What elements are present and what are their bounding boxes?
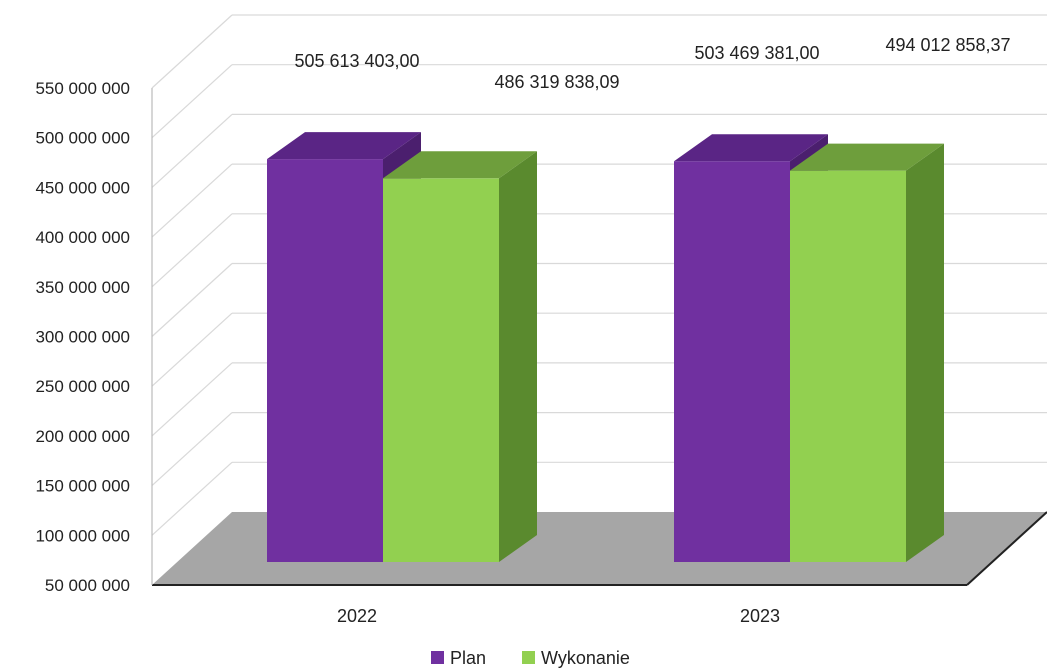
legend-swatch-wykonanie xyxy=(522,651,535,664)
legend: Plan Wykonanie xyxy=(431,648,630,668)
gridline-side xyxy=(151,362,233,437)
x-tick-label-2023: 2023 xyxy=(740,606,780,626)
bar-side-wykonanie-2022 xyxy=(499,151,537,562)
bar-top-plan-2022 xyxy=(267,132,421,160)
x-axis-categories: 2022 2023 xyxy=(337,606,780,626)
y-tick-label: 350 000 000 xyxy=(35,278,130,297)
gridline-side xyxy=(151,213,233,288)
y-tick-label: 400 000 000 xyxy=(35,228,130,247)
floor-right-edge xyxy=(966,511,1047,586)
bar-side-wykonanie-2023 xyxy=(906,143,944,562)
y-tick-label: 50 000 000 xyxy=(45,576,130,595)
bar-wykonanie-2022 xyxy=(383,178,499,562)
bar-plan-2023 xyxy=(674,161,790,562)
bar-top-wykonanie-2023 xyxy=(790,143,944,171)
data-label-wykonanie-2023: 494 012 858,37 xyxy=(885,35,1010,55)
bar-wykonanie-2023 xyxy=(790,170,906,562)
y-tick-label: 550 000 000 xyxy=(35,79,130,98)
gridline-side xyxy=(151,263,233,337)
legend-swatch-plan xyxy=(431,651,444,664)
gridline-side xyxy=(151,64,233,139)
data-label-plan-2023: 503 469 381,00 xyxy=(694,43,819,63)
y-tick-label: 150 000 000 xyxy=(35,477,130,496)
y-axis: 50 000 000 100 000 000 150 000 000 200 000 … xyxy=(35,79,153,595)
y-tick-label: 500 000 000 xyxy=(35,129,130,148)
gridline-side xyxy=(151,113,233,188)
gridline-side xyxy=(151,412,233,487)
x-tick-label-2022: 2022 xyxy=(337,606,377,626)
data-label-plan-2022: 505 613 403,00 xyxy=(294,51,419,71)
legend-label-wykonanie: Wykonanie xyxy=(541,648,630,668)
y-tick-label: 100 000 000 xyxy=(35,526,130,545)
legend-label-plan: Plan xyxy=(450,648,486,668)
data-labels: 505 613 403,00 486 319 838,09 503 469 381,… xyxy=(294,35,1010,92)
data-label-wykonanie-2022: 486 319 838,09 xyxy=(494,72,619,92)
bar-plan-2022 xyxy=(267,159,383,562)
gridline-side xyxy=(151,14,233,89)
y-tick-label: 200 000 000 xyxy=(35,427,130,446)
bars xyxy=(267,132,944,562)
y-tick-label: 250 000 000 xyxy=(35,377,130,396)
gridline-side xyxy=(151,163,233,238)
bar-top-plan-2023 xyxy=(674,134,828,162)
gridline-side xyxy=(151,312,233,387)
bar-top-wykonanie-2022 xyxy=(383,151,537,179)
y-tick-label: 450 000 000 xyxy=(35,178,130,197)
y-tick-label: 300 000 000 xyxy=(35,328,130,347)
gridline-side xyxy=(151,461,233,536)
